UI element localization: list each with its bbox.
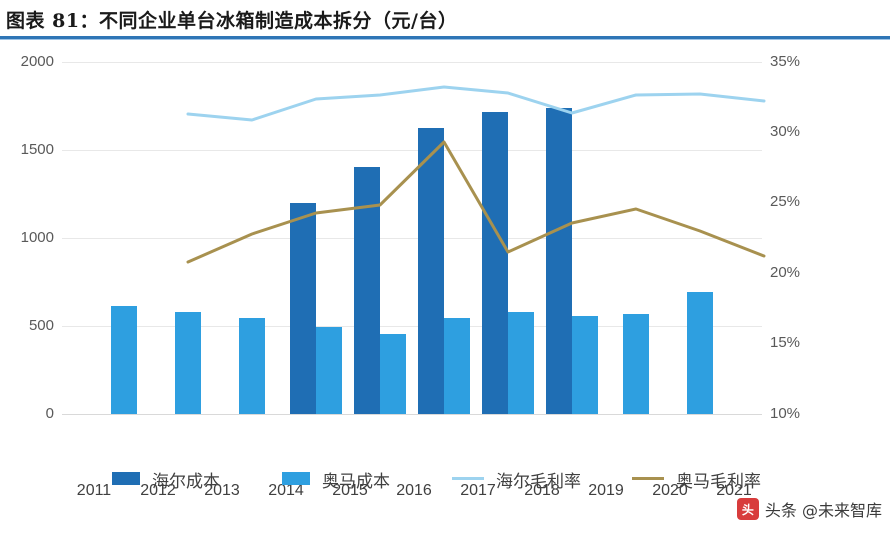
bottom-crop-strip (0, 525, 890, 539)
bar-aoma-2012 (111, 306, 137, 414)
legend-swatch-icon (282, 472, 310, 485)
x-tick-2020: 2020 (652, 482, 688, 499)
bar-haier-2017 (418, 128, 444, 414)
figure-title-bar: 图表 81：不同企业单台冰箱制造成本拆分（元/台） (0, 0, 890, 40)
bar-aoma-2014 (239, 318, 265, 414)
title-rule-secondary (0, 39, 890, 40)
y-tick-right-3: 25% (770, 193, 801, 210)
watermark-text: 头条 @未来智库 (764, 501, 882, 520)
legend-swatch-icon (112, 472, 140, 485)
y-tick-right-5: 35% (770, 53, 801, 70)
x-tick-2015: 2015 (332, 482, 368, 499)
y-tick-right-0: 10% (770, 405, 801, 422)
page-title: 图表 81：不同企业单台冰箱制造成本拆分（元/台） (6, 10, 458, 32)
bar-aoma-2015 (316, 327, 342, 414)
line-series-layer (186, 85, 766, 264)
x-tick-2019: 2019 (588, 482, 624, 499)
y-tick-right-4: 30% (770, 123, 801, 140)
y-tick-left-1: 500 (28, 317, 54, 334)
plot-area: 2000 1500 1000 500 0 35% 30% 25% 20% 15%… (21, 53, 800, 499)
bar-haier-2018 (482, 112, 508, 414)
line-aoma-margin (186, 140, 766, 264)
y-tick-left-3: 1500 (20, 141, 54, 158)
legend-line-icon (632, 477, 664, 480)
x-tick-2017: 2017 (460, 482, 496, 499)
bar-aoma-2017 (444, 318, 470, 414)
bar-aoma-2021 (687, 292, 713, 414)
bar-aoma-2013 (175, 312, 201, 414)
line-haier-margin (186, 85, 766, 122)
legend-label-aoma-margin: 奥马毛利率 (676, 472, 761, 492)
legend-label-haier-margin: 海尔毛利率 (496, 472, 581, 492)
bar-aoma-2019 (572, 316, 598, 414)
chart-legend: 海尔成本 奥马成本 海尔毛利率 奥马毛利率 (62, 466, 762, 492)
gridline-500 (62, 326, 762, 327)
toutiao-logo-icon: 头 (736, 498, 759, 520)
bar-aoma-2020 (623, 314, 649, 414)
y-tick-left-2: 1000 (20, 229, 54, 246)
x-tick-2012: 2012 (140, 482, 176, 499)
y-tick-right-1: 15% (770, 334, 801, 351)
watermark: 头 头条 @未来智库 (736, 497, 882, 521)
axis-baseline (62, 414, 762, 415)
legend-line-icon (452, 477, 484, 480)
x-tick-2013: 2013 (204, 482, 240, 499)
bar-aoma-2016 (380, 334, 406, 414)
gridline-2000 (62, 62, 762, 63)
x-tick-2011: 2011 (76, 482, 112, 499)
x-tick-2014: 2014 (268, 482, 304, 499)
bar-haier-2015 (290, 203, 316, 414)
title-rule (0, 36, 890, 39)
gridline-1500 (62, 150, 762, 151)
x-tick-2018: 2018 (524, 482, 560, 499)
x-tick-2021: 2021 (716, 482, 752, 499)
y-tick-left-0: 0 (45, 405, 54, 422)
y-tick-left-4: 2000 (20, 53, 54, 70)
gridline-1000 (62, 238, 762, 239)
legend-label-haier-cost: 海尔成本 (152, 472, 220, 492)
x-tick-2016: 2016 (396, 482, 432, 499)
bar-haier-2019 (546, 108, 572, 414)
y-tick-right-2: 20% (770, 264, 801, 281)
legend-label-aoma-cost: 奥马成本 (322, 472, 390, 492)
bar-aoma-2018 (508, 312, 534, 414)
